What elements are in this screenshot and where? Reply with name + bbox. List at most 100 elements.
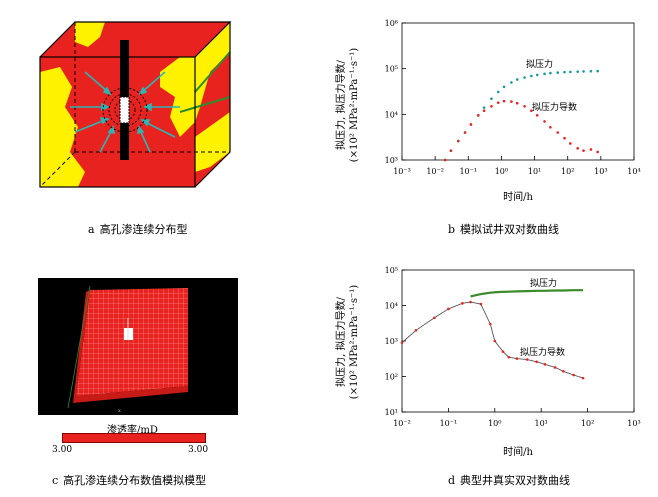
data-point	[461, 302, 464, 305]
data-point	[596, 69, 599, 73]
y-tick-label: 10²	[385, 373, 398, 382]
data-point	[582, 149, 585, 152]
x-tick-label: 10⁴	[627, 167, 640, 176]
x-tick-label: 10³	[594, 167, 607, 176]
chart-d-ylabel: 拟压力, 拟压力导数/ (×10² MPa²·mPa⁻¹·s⁻¹)	[334, 285, 360, 399]
data-point	[490, 97, 493, 100]
yellow-zone-left	[40, 67, 85, 187]
x-tick-label: 10³	[627, 419, 640, 428]
data-point	[549, 71, 552, 75]
data-point	[476, 114, 480, 117]
fault-line	[194, 51, 231, 93]
chart-d-legend-pressure: 拟压力	[530, 277, 557, 289]
y-tick-label: 10³	[385, 156, 398, 165]
data-point	[553, 366, 557, 369]
colorbar	[62, 433, 206, 443]
svg-text:拟压力, 拟压力导数/: 拟压力, 拟压力导数/	[334, 60, 347, 150]
data-point	[515, 357, 519, 360]
data-point	[501, 350, 505, 353]
chart-d-legend-derivative: 拟压力导数	[520, 346, 565, 358]
perforation-zone	[119, 96, 130, 124]
colorbar-max: 3.00	[188, 445, 209, 455]
data-point	[493, 339, 497, 343]
svg-text:拟压力, 拟压力导数/: 拟压力, 拟压力导数/	[334, 297, 347, 387]
data-point	[556, 131, 560, 134]
data-point	[510, 81, 513, 84]
x-tick-label: 10⁰	[488, 419, 501, 428]
chart-b-plot-area	[401, 22, 635, 161]
data-point	[535, 73, 539, 77]
flow-arrows	[70, 71, 180, 153]
data-point	[414, 329, 418, 332]
y-tick-label: 10⁵	[385, 65, 398, 74]
caption-a: a 高孔渗连续分布型	[88, 223, 188, 236]
data-point	[549, 126, 552, 129]
x-tick-label: 10¹	[528, 167, 541, 176]
series-line	[470, 289, 584, 298]
data-point	[581, 376, 585, 380]
caption-d: d 典型井真实双对数曲线	[448, 474, 571, 487]
data-point	[562, 370, 565, 373]
data-point	[400, 341, 404, 344]
x-tick-label: 10¹	[535, 419, 548, 428]
data-point	[490, 104, 493, 108]
chart-b-xlabel: 时间/h	[503, 190, 533, 203]
x-tick-label: 10⁰	[495, 167, 508, 176]
fault-line	[179, 96, 231, 113]
data-point	[535, 114, 539, 117]
chart-d: 拟压力, 拟压力导数/ (×10² MPa²·mPa⁻¹·s⁻¹) 10⁻² 10…	[334, 266, 641, 458]
caption-c: c 高孔渗连续分布数值模拟模型	[52, 474, 207, 487]
data-point	[569, 142, 572, 145]
data-point	[449, 149, 453, 152]
data-point	[515, 101, 519, 105]
data-point	[543, 120, 546, 123]
data-point	[510, 100, 513, 103]
chart-b-legend-derivative: 拟压力导数	[532, 101, 577, 113]
data-point	[502, 99, 506, 103]
data-point	[556, 71, 560, 74]
x-tick-label: 10⁻²	[393, 419, 411, 428]
svg-text:(×10² MPa²·mPa⁻¹·s⁻¹): (×10² MPa²·mPa⁻¹·s⁻¹)	[349, 48, 360, 162]
data-point	[535, 360, 539, 364]
data-point	[463, 131, 467, 134]
data-point	[563, 136, 566, 140]
x-tick-label: 10⁻¹	[440, 419, 458, 428]
chart-d-xlabel: 时间/h	[503, 445, 533, 458]
x-tick-label: 10⁻²	[426, 167, 444, 176]
data-point	[482, 109, 486, 113]
data-point	[589, 148, 593, 151]
y-tick-label: 10⁶	[385, 19, 398, 28]
data-point	[469, 123, 473, 126]
yellow-zone-left-top	[75, 22, 105, 47]
model-top-face	[76, 288, 188, 396]
panel-c-simulation-model: x	[38, 278, 238, 415]
data-point	[523, 76, 526, 79]
svg-text:(×10² MPa²·mPa⁻¹·s⁻¹): (×10² MPa²·mPa⁻¹·s⁻¹)	[349, 285, 360, 399]
colorbar-label: 渗透率/mD	[107, 425, 158, 436]
panel-a-reservoir-diagram	[39, 21, 232, 188]
x-tick-label: 10⁻¹	[459, 167, 477, 176]
data-point	[496, 90, 500, 94]
model-left-face	[73, 290, 90, 403]
data-point	[515, 78, 519, 81]
x-tick-label: 10⁻³	[393, 167, 411, 176]
data-point	[525, 358, 529, 361]
data-point	[482, 106, 486, 109]
data-point	[576, 147, 579, 150]
yellow-zone-right-bottom	[195, 112, 230, 172]
data-point	[479, 302, 483, 306]
data-point	[433, 316, 436, 320]
caption-b: b 模拟试井双对数曲线	[448, 223, 560, 236]
data-point	[543, 363, 547, 366]
y-tick-label: 10¹	[385, 408, 398, 417]
data-point	[457, 139, 460, 143]
svg-text:x: x	[118, 408, 121, 414]
data-point	[530, 109, 533, 113]
data-point	[502, 85, 506, 89]
colorbar-min: 3.00	[52, 445, 73, 455]
model-side-face	[73, 386, 188, 403]
y-tick-label: 10³	[385, 337, 398, 346]
data-point	[582, 70, 585, 73]
data-point	[469, 300, 472, 304]
chart-b-ylabel: 拟压力, 拟压力导数/ (×10² MPa²·mPa⁻¹·s⁻¹)	[334, 48, 360, 162]
